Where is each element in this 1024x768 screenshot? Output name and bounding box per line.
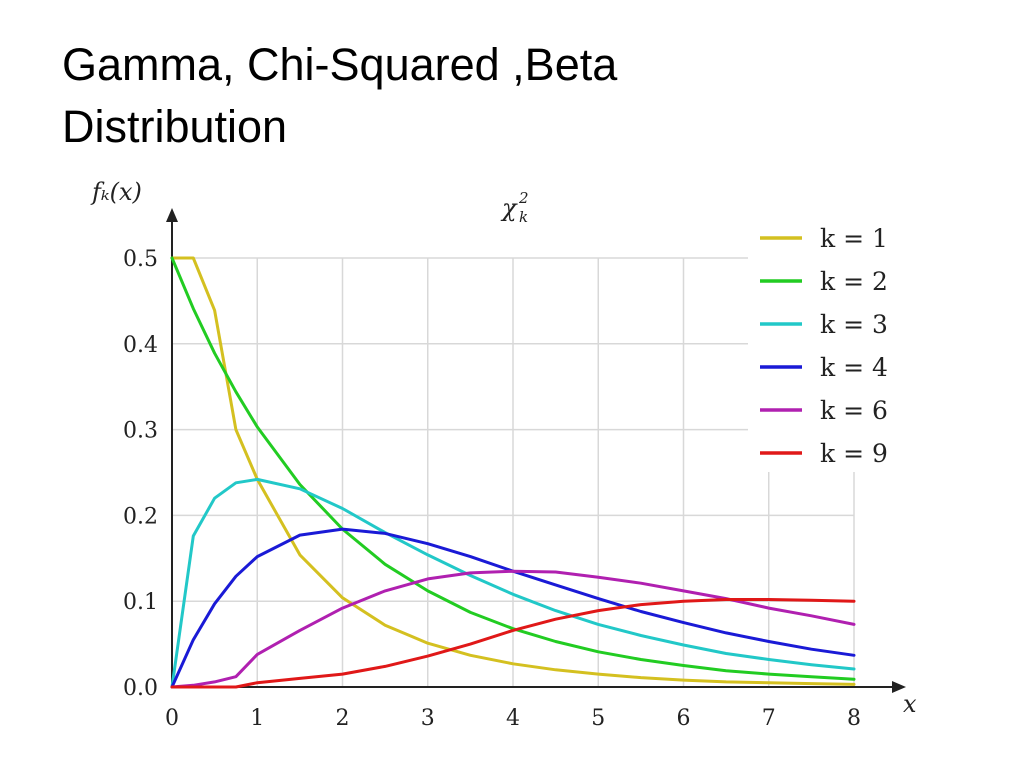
x-tick-label-2: 2 xyxy=(336,706,350,731)
x-tick-label-8: 8 xyxy=(847,706,861,731)
y-tick-label-2: 0.2 xyxy=(123,504,158,529)
legend-label-k-4: k = 4 xyxy=(820,353,888,382)
x-tick-label-0: 0 xyxy=(165,706,179,731)
series-line-k-2 xyxy=(170,256,856,681)
chart-axes xyxy=(166,208,906,693)
series-line-k-3 xyxy=(170,477,856,689)
series-lines xyxy=(170,256,856,689)
x-tick-label-1: 1 xyxy=(250,706,264,731)
x-tick-label-5: 5 xyxy=(591,706,605,731)
chart-title-superscript: 2 xyxy=(518,189,529,207)
y-tick-label-5: 0.5 xyxy=(123,247,158,272)
x-axis-arrow xyxy=(892,681,906,693)
series-line-k-4 xyxy=(170,527,856,689)
legend-label-k-9: k = 9 xyxy=(820,439,888,468)
y-tick-label-4: 0.4 xyxy=(123,333,158,358)
legend: k = 1 k = 2 k = 3 k = 4 k = 6 k = 9 xyxy=(760,224,888,468)
x-tick-labels: 0 1 2 3 4 5 6 7 8 xyxy=(165,706,861,731)
series-line-k-9 xyxy=(170,598,856,689)
chart-title-subscript: k xyxy=(519,208,528,226)
y-tick-label-1: 0.1 xyxy=(123,590,158,615)
chart-title: χ 2 k xyxy=(500,189,529,226)
x-tick-label-3: 3 xyxy=(421,706,435,731)
y-tick-labels: 0.0 0.1 0.2 0.3 0.4 0.5 xyxy=(123,247,158,701)
slide-title-line-1: Gamma, Chi-Squared ,Beta xyxy=(62,39,618,90)
legend-background xyxy=(748,222,894,472)
x-tick-label-7: 7 xyxy=(762,706,776,731)
series-line-k-1 xyxy=(170,256,856,686)
legend-label-k-6: k = 6 xyxy=(820,396,888,425)
legend-label-k-2: k = 2 xyxy=(820,267,888,296)
x-tick-label-4: 4 xyxy=(506,706,520,731)
chart-title-symbol: χ xyxy=(500,194,518,222)
slide-title-line-2: Distribution xyxy=(62,101,288,152)
y-axis-arrow xyxy=(166,208,178,222)
y-axis-label: fₖ(x) xyxy=(90,178,142,206)
legend-label-k-1: k = 1 xyxy=(820,224,888,253)
slide-title: Gamma, Chi-Squared ,Beta Distribution xyxy=(62,34,962,158)
x-axis-label: x xyxy=(903,690,917,718)
y-tick-label-3: 0.3 xyxy=(123,419,158,444)
x-tick-label-6: 6 xyxy=(677,706,691,731)
legend-label-k-3: k = 3 xyxy=(820,310,888,339)
y-tick-label-0: 0.0 xyxy=(123,676,158,701)
